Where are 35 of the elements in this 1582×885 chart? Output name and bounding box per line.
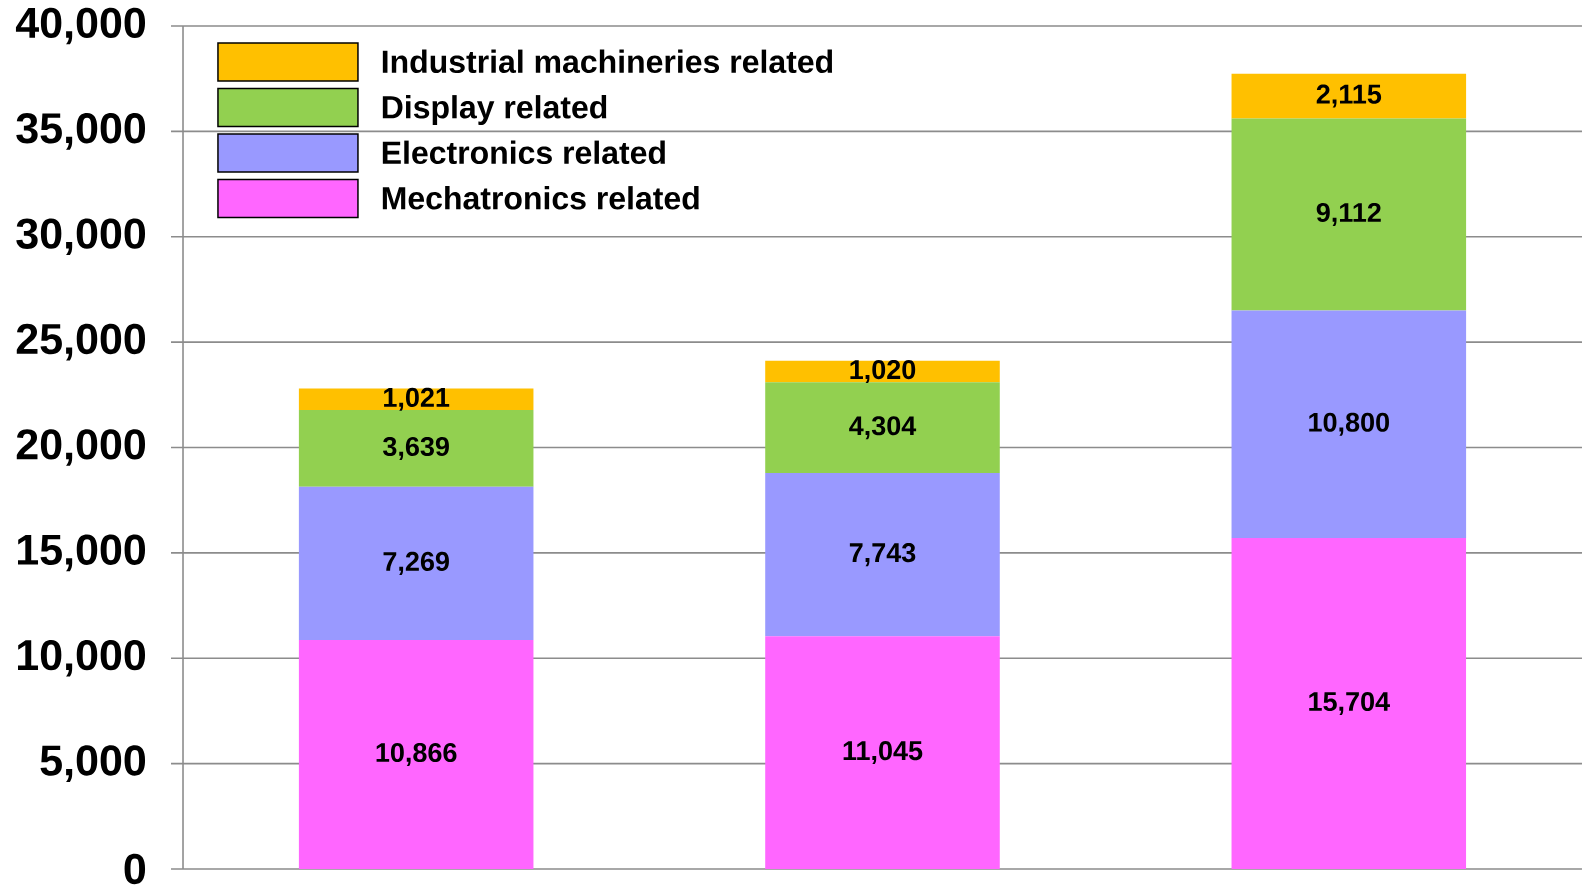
legend-label: Electronics related	[382, 140, 665, 165]
bar	[298, 410, 534, 487]
y-tick-label: 15,000	[18, 534, 146, 572]
data-label: 1,020	[850, 360, 916, 384]
bar	[765, 473, 1000, 637]
bar	[298, 486, 534, 640]
data-label: 9,112	[1316, 202, 1381, 226]
data-label: 7,269	[383, 551, 449, 575]
y-tick-label: 20,000	[16, 429, 146, 466]
y-tick-label: 0	[124, 853, 146, 885]
bar	[1231, 73, 1467, 119]
bar	[298, 639, 534, 869]
bar	[1231, 310, 1467, 539]
data-label: 2,115	[1316, 84, 1382, 108]
bar	[765, 636, 1000, 869]
data-label: 15,704	[1309, 691, 1390, 716]
y-tick-label: 5,000	[40, 745, 146, 782]
data-label: 7,743	[849, 543, 916, 567]
legend-label: Display related	[382, 95, 607, 125]
data-label: 11,045	[843, 741, 923, 765]
data-label: 4,304	[849, 416, 917, 440]
y-tick-label: 25,000	[16, 323, 146, 361]
data-label: 3,639	[383, 436, 449, 460]
data-label: 1,021	[384, 387, 450, 411]
y-tick-label: 40,000	[15, 7, 146, 45]
y-tick-label: 35,000	[16, 113, 146, 150]
bar	[1231, 538, 1467, 869]
bar	[1231, 118, 1467, 311]
y-tick-label: 10,000	[18, 639, 146, 677]
legend-label: Industrial machineries related	[382, 49, 833, 74]
bar	[765, 382, 1000, 474]
legend-label: Mechatronics related	[382, 186, 699, 210]
data-label: 10,866	[376, 742, 457, 767]
y-tick-label: 30,000	[16, 218, 146, 256]
data-label: 10,800	[1309, 412, 1389, 436]
